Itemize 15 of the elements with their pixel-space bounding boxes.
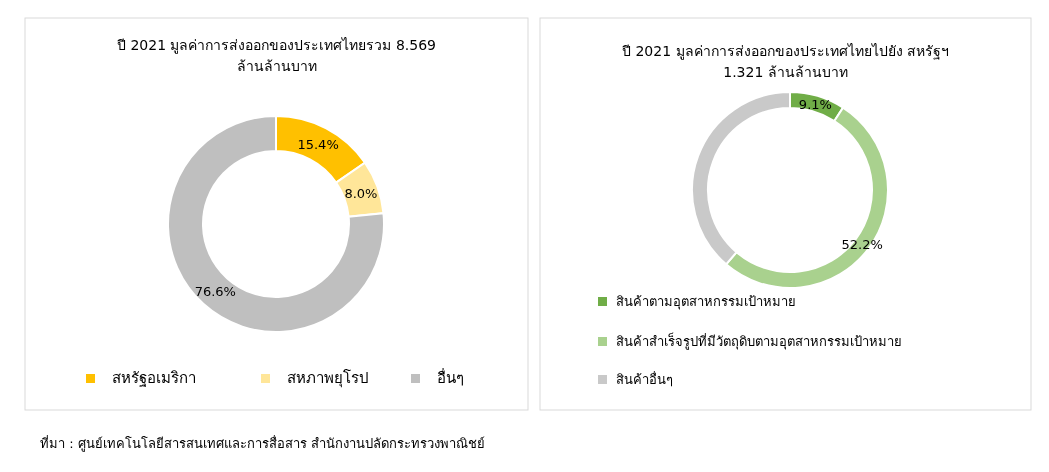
legend-label: สินค้าตามอุตสาหกรรมเป้าหมาย bbox=[616, 294, 796, 310]
text: ที่มา : ศูนย์เทคโนโลยีสารสนเทศและการสื่อสาร สำนักงานปลัดกระทรวงพาณิชย์ bbox=[40, 435, 485, 452]
data-label: 76.6% bbox=[194, 284, 236, 300]
chart-title: ปี 2021 มูลค่าการส่งออกของประเทศไทยไปยัง สหรัฐฯ 1.321 ล้านล้านบาท bbox=[622, 43, 949, 80]
legend-label: อื่นๆ bbox=[437, 367, 464, 387]
data-label: 15.4% bbox=[297, 136, 339, 152]
data-label: 52.2% bbox=[841, 236, 883, 252]
legend-label: สหภาพยุโรป bbox=[287, 369, 369, 388]
data-label: 8.0% bbox=[344, 185, 378, 201]
data-label: 9.1% bbox=[798, 96, 832, 112]
legend-label: สหรัฐอเมริกา bbox=[112, 369, 196, 387]
legend-label: สินค้าสำเร็จรูปที่มีวัตถุดิบตามอุตสาหกรรมเป้าหมาย bbox=[616, 332, 902, 350]
chart-title: ปี 2021 มูลค่าการส่งออกของประเทศไทยรวม 8.569 ล้านล้านบาท bbox=[116, 37, 437, 74]
donut-slice bbox=[167, 115, 385, 333]
legend-label: สินค้าอื่นๆ bbox=[616, 371, 673, 387]
